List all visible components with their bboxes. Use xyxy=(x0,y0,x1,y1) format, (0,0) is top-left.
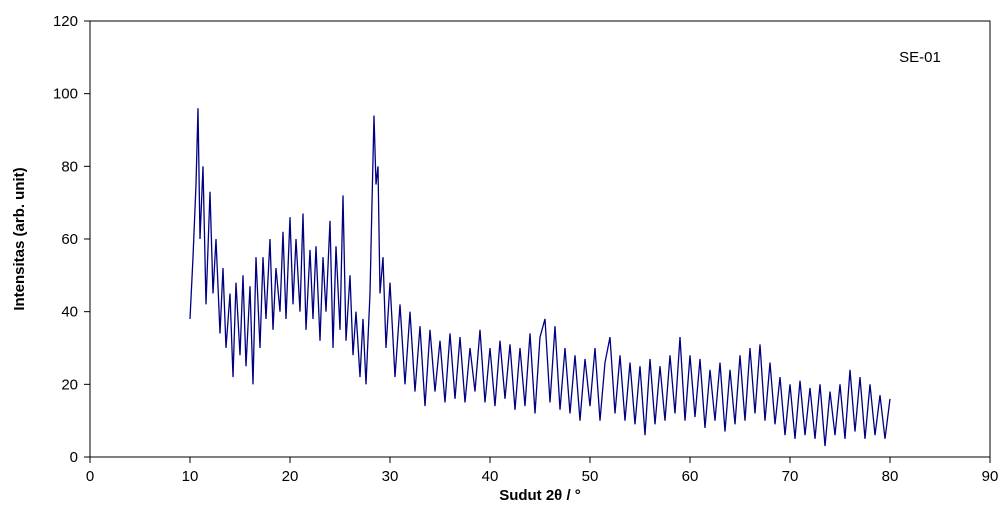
x-tick-label: 80 xyxy=(882,468,899,485)
data-line xyxy=(189,108,891,447)
y-tick-label: 20 xyxy=(61,376,78,393)
y-tick-label: 120 xyxy=(53,13,78,30)
y-tick-label: 40 xyxy=(61,304,78,321)
y-axis-title: Intensitas (arb. unit) xyxy=(11,167,28,310)
x-axis-title: Sudut 2θ / ° xyxy=(499,487,581,504)
x-tick-label: 50 xyxy=(582,468,599,485)
x-tick-label: 40 xyxy=(482,468,499,485)
y-tick-label: 0 xyxy=(70,449,78,466)
x-tick-label: 90 xyxy=(982,468,999,485)
x-tick-label: 60 xyxy=(682,468,699,485)
annotation: SE-01 xyxy=(899,49,941,66)
y-tick-label: 100 xyxy=(53,86,78,103)
y-tick-label: 80 xyxy=(61,158,78,175)
y-tick-label: 60 xyxy=(61,231,78,248)
x-tick-label: 70 xyxy=(782,468,799,485)
x-tick-label: 10 xyxy=(182,468,199,485)
x-tick-label: 20 xyxy=(282,468,299,485)
x-tick-label: 30 xyxy=(382,468,399,485)
plot-frame xyxy=(89,20,991,458)
x-tick-label: 0 xyxy=(86,468,94,485)
